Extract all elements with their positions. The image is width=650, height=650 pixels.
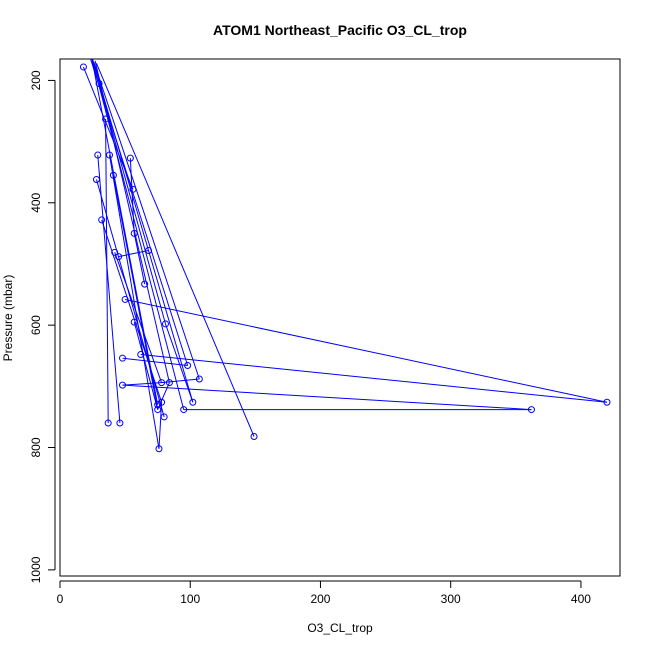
series-line-segment bbox=[133, 233, 146, 285]
data-point bbox=[119, 354, 127, 362]
x-tick-label: 300 bbox=[441, 592, 461, 606]
data-point bbox=[111, 248, 119, 256]
series-line-segment bbox=[129, 158, 135, 234]
y-axis-label: Pressure (mbar) bbox=[1, 275, 15, 362]
data-point bbox=[116, 419, 124, 427]
data-point bbox=[95, 79, 103, 87]
series-line-segment bbox=[125, 298, 608, 403]
data-point bbox=[105, 151, 113, 159]
data-point bbox=[129, 185, 137, 193]
data-point bbox=[527, 406, 535, 414]
series-line-segment bbox=[92, 59, 194, 403]
data-point bbox=[180, 406, 188, 414]
x-axis-label: O3_CL_trop bbox=[307, 621, 373, 635]
data-point bbox=[165, 379, 173, 387]
series-line-segment bbox=[161, 378, 200, 384]
y-tick-label: 400 bbox=[29, 192, 43, 212]
y-axis: 200 400 600 800 1000 bbox=[29, 70, 56, 583]
y-tick-label: 600 bbox=[29, 315, 43, 335]
data-point bbox=[87, 46, 93, 52]
data-point bbox=[94, 151, 102, 159]
series-line-segment bbox=[122, 382, 162, 386]
data-point bbox=[92, 176, 100, 184]
data-point bbox=[184, 362, 192, 370]
data-point bbox=[79, 63, 87, 71]
chart-title: ATOM1 Northeast_Pacific O3_CL_trop bbox=[213, 22, 467, 38]
x-tick-label: 400 bbox=[571, 592, 591, 606]
series-line-segment bbox=[93, 61, 200, 380]
data-point bbox=[603, 398, 611, 406]
data-point bbox=[154, 406, 162, 414]
series-line-segment bbox=[94, 60, 170, 383]
series-line-segment bbox=[118, 250, 149, 258]
x-tick-label: 100 bbox=[180, 592, 200, 606]
data-point bbox=[109, 171, 117, 179]
data-point bbox=[102, 115, 110, 123]
data-point bbox=[161, 320, 169, 328]
data-point bbox=[126, 154, 134, 162]
y-tick-label: 1000 bbox=[29, 556, 43, 583]
x-tick-label: 200 bbox=[310, 592, 330, 606]
data-point bbox=[137, 351, 145, 359]
series-line-segment bbox=[133, 321, 159, 410]
series-line-segment bbox=[82, 66, 134, 190]
data-point bbox=[154, 401, 162, 409]
series-line-segment bbox=[122, 384, 532, 411]
plot-frame bbox=[59, 58, 621, 577]
data-point bbox=[115, 253, 123, 261]
y-tick-label: 200 bbox=[29, 70, 43, 90]
data-point bbox=[141, 280, 149, 288]
series-line-segment bbox=[96, 63, 255, 437]
series-line-segment bbox=[122, 357, 188, 367]
data-point bbox=[189, 398, 197, 406]
data-point bbox=[145, 247, 153, 255]
series-line-segment bbox=[91, 59, 159, 405]
x-axis: 0 100 200 300 400 bbox=[57, 580, 591, 606]
data-point bbox=[130, 229, 138, 237]
data-point bbox=[250, 433, 258, 441]
data-point bbox=[130, 318, 138, 326]
data-point bbox=[160, 413, 168, 421]
data-point bbox=[104, 419, 112, 427]
x-tick-label: 0 bbox=[57, 592, 64, 606]
y-tick-label: 800 bbox=[29, 437, 43, 457]
series-line-segment bbox=[140, 354, 608, 403]
series-line-segment bbox=[101, 219, 163, 403]
series-line-segment bbox=[114, 252, 163, 383]
series-line-segment bbox=[112, 175, 159, 410]
data-point bbox=[195, 375, 203, 383]
data-point bbox=[119, 381, 127, 389]
data-point bbox=[98, 216, 106, 224]
data-point bbox=[158, 379, 166, 387]
series-line-segment bbox=[97, 155, 121, 424]
data-point bbox=[155, 445, 163, 453]
series-line-segment bbox=[165, 323, 194, 403]
data-point bbox=[121, 295, 129, 303]
data-series bbox=[79, 46, 611, 453]
